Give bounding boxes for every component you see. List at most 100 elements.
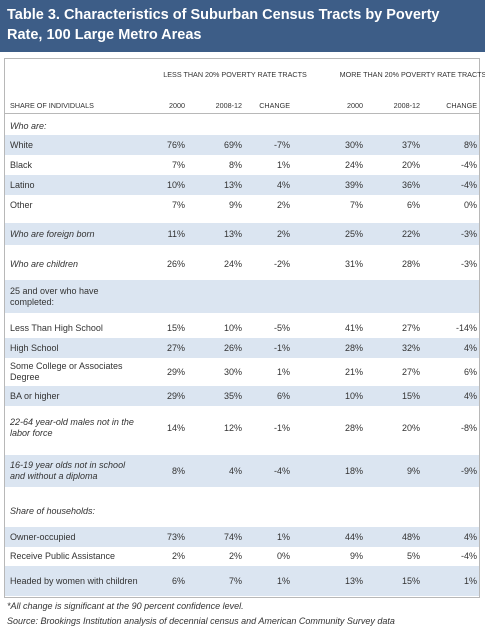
row-label: Who are children <box>10 258 79 269</box>
cell-value: 6% <box>171 575 185 586</box>
cell-value: 9% <box>228 199 242 210</box>
row-label: BA or higher <box>10 390 60 401</box>
cell-value: 1% <box>276 366 290 377</box>
cell-value: 4% <box>463 531 477 542</box>
cell-value: 26% <box>223 342 242 353</box>
cell-value: 1% <box>276 575 290 586</box>
group-header: MORE THAN 20% POVERTY RATE TRACTS <box>339 70 485 79</box>
row-shading <box>5 223 479 245</box>
cell-value: 6% <box>276 390 290 401</box>
cell-value: 28% <box>401 258 420 269</box>
cell-value: 35% <box>223 390 242 401</box>
cell-value: -9% <box>460 465 477 476</box>
row-label: Who are foreign born <box>10 228 95 239</box>
row-shading <box>5 455 479 487</box>
cell-value: 28% <box>344 342 363 353</box>
cell-value: 73% <box>166 531 185 542</box>
cell-value: 9% <box>349 551 363 561</box>
row-label: 25 and over who have completed: <box>10 285 99 307</box>
cell-value: 76% <box>166 139 185 150</box>
cell-value: 29% <box>166 390 185 401</box>
cell-value: 74% <box>223 531 242 542</box>
cell-value: 4% <box>463 342 477 353</box>
row-shading <box>5 135 479 155</box>
cell-value: 28% <box>344 422 363 433</box>
cell-value: 21% <box>344 366 363 377</box>
cell-value: 4% <box>276 179 290 190</box>
cell-value: 6% <box>463 366 477 377</box>
row-shading <box>5 280 479 313</box>
cell-value: 4% <box>228 465 242 476</box>
cell-value: -8% <box>460 422 477 433</box>
row-shading <box>5 386 479 406</box>
title-bar: Table 3. Characteristics of Suburban Cen… <box>0 0 485 52</box>
cell-value: 7% <box>171 199 185 210</box>
cell-value: 27% <box>401 366 420 377</box>
row-label: 16-19 year olds not in school and withou… <box>10 460 126 481</box>
row-label: Who are: <box>10 120 47 131</box>
cell-value: 15% <box>401 575 420 586</box>
cell-value: 36% <box>401 179 420 190</box>
row-shading <box>5 338 479 358</box>
cell-value: -4% <box>460 179 477 190</box>
row-label: Owner-occupied <box>10 531 76 542</box>
cell-value: 27% <box>166 342 185 353</box>
cell-value: 69% <box>223 139 242 150</box>
header-rule <box>5 113 479 114</box>
row-shading <box>5 527 479 547</box>
table-frame <box>4 58 480 598</box>
cell-value: 8% <box>171 465 185 476</box>
row-label: Black <box>10 159 33 170</box>
column-header: SHARE OF INDIVIDUALS <box>10 101 94 110</box>
cell-value: 14% <box>166 422 185 433</box>
row-shading <box>5 175 479 195</box>
cell-value: 2% <box>276 199 290 210</box>
cell-value: 13% <box>223 179 242 190</box>
cell-value: 12% <box>223 422 242 433</box>
cell-value: 24% <box>223 258 242 269</box>
cell-value: 2% <box>228 551 242 561</box>
cell-value: 13% <box>344 575 363 586</box>
cell-value: 0% <box>463 199 477 210</box>
cell-value: -2% <box>273 258 290 269</box>
cell-value: 26% <box>166 258 185 269</box>
column-header: 2000 <box>169 101 185 110</box>
cell-value: 5% <box>406 551 420 561</box>
cell-value: 30% <box>223 366 242 377</box>
cell-value: 24% <box>344 159 363 170</box>
cell-value: 31% <box>344 258 363 269</box>
table-title: Table 3. Characteristics of Suburban Cen… <box>7 7 440 43</box>
footnote: Source: Brookings Institution analysis o… <box>7 616 395 626</box>
column-header: 2008-12 <box>215 101 242 110</box>
cell-value: 20% <box>401 159 420 170</box>
cell-value: -5% <box>273 322 290 333</box>
cell-value: 11% <box>167 228 185 239</box>
cell-value: 1% <box>276 159 290 170</box>
cell-value: -14% <box>455 322 477 333</box>
cell-value: 7% <box>349 199 363 210</box>
cell-value: 9% <box>406 465 420 476</box>
group-header: LESS THAN 20% POVERTY RATE TRACTS <box>163 70 307 79</box>
cell-value: 48% <box>401 531 420 542</box>
cell-value: 20% <box>401 422 420 433</box>
row-label: Headed by women with children <box>10 575 138 586</box>
cell-value: -3% <box>460 258 477 269</box>
cell-value: 22% <box>401 228 420 239</box>
row-label: Share of households: <box>10 505 96 516</box>
cell-value: 25% <box>344 228 363 239</box>
cell-value: 18% <box>344 465 363 476</box>
cell-value: 8% <box>463 139 477 150</box>
cell-value: 39% <box>344 179 363 190</box>
row-label: Other <box>10 199 33 210</box>
cell-value: -1% <box>273 422 290 433</box>
row-label: High School <box>10 342 59 353</box>
row-label: Some College or Associates Degree <box>10 361 123 382</box>
cell-value: 29% <box>166 366 185 377</box>
cell-value: -4% <box>273 465 290 476</box>
cell-value: 7% <box>171 159 185 170</box>
cell-value: -7% <box>273 139 290 150</box>
cell-value: 7% <box>228 575 242 586</box>
row-label: White <box>10 139 34 150</box>
cell-value: 2% <box>276 228 290 239</box>
